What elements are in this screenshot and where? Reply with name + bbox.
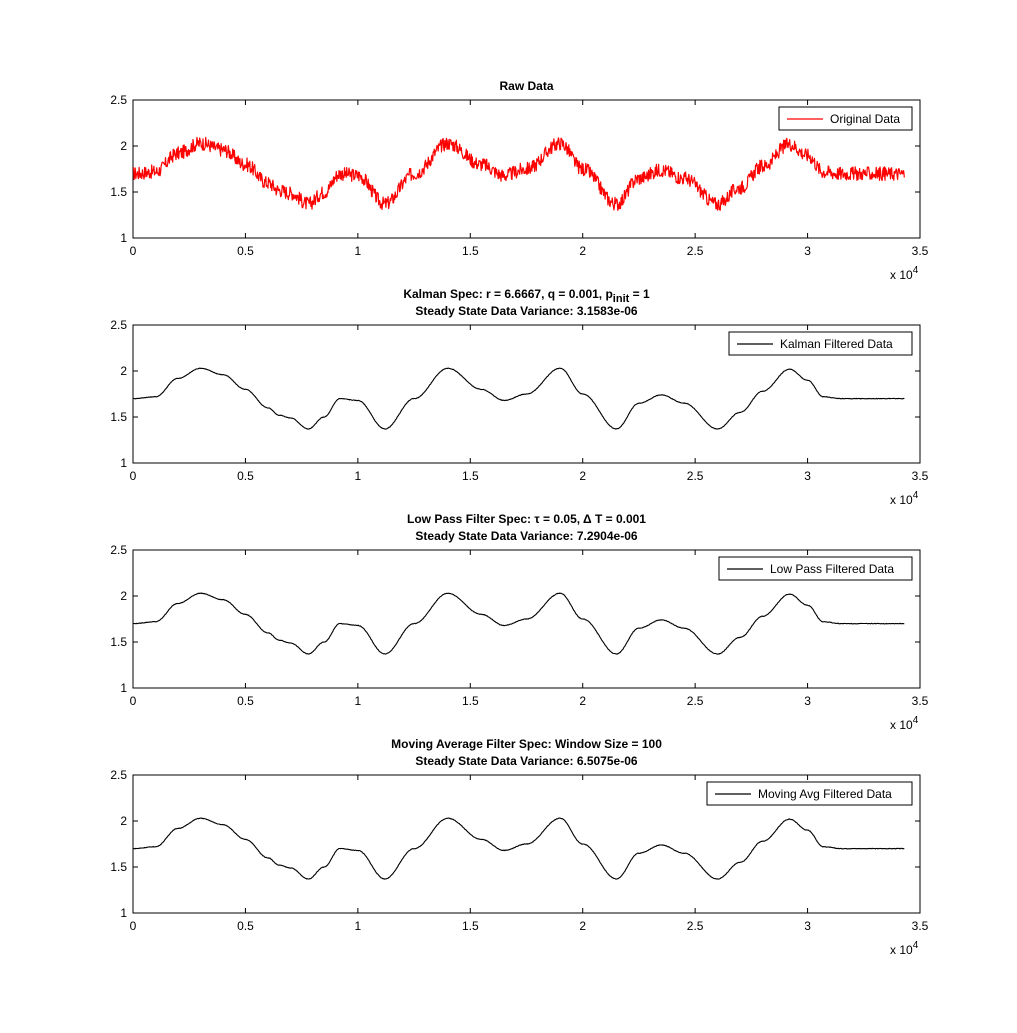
x-tick-label: 0.5 [237, 919, 254, 933]
y-tick-label: 2.5 [110, 93, 127, 107]
x-tick-label: 2 [579, 244, 586, 258]
chart-subtitle: Steady State Data Variance: 6.5075e-06 [415, 754, 637, 768]
y-tick-label: 2.5 [110, 768, 127, 782]
x-tick-label: 1.5 [462, 919, 479, 933]
x-tick-label: 2.5 [687, 919, 704, 933]
x-tick-label: 2 [579, 694, 586, 708]
y-tick-label: 2 [120, 364, 127, 378]
chart-title: Moving Average Filter Spec: Window Size … [391, 737, 662, 751]
legend-label: Low Pass Filtered Data [770, 562, 894, 576]
y-tick-label: 1.5 [110, 410, 127, 424]
x-tick-label: 3 [804, 244, 811, 258]
y-tick-label: 2 [120, 139, 127, 153]
x-tick-label: 0 [130, 244, 137, 258]
y-tick-label: 1 [120, 681, 127, 695]
x-tick-label: 2 [579, 919, 586, 933]
legend-box [706, 781, 913, 806]
y-tick-label: 1 [120, 906, 127, 920]
legend-label: Kalman Filtered Data [780, 337, 893, 351]
x-tick-label: 0.5 [237, 244, 254, 258]
x-exponent-label: x 104 [890, 490, 919, 507]
y-tick-label: 1.5 [110, 635, 127, 649]
y-tick-label: 2 [120, 589, 127, 603]
y-tick-label: 1 [120, 231, 127, 245]
series-line-1 [132, 592, 905, 655]
x-tick-label: 3 [804, 469, 811, 483]
x-tick-label: 2.5 [687, 694, 704, 708]
x-tick-label: 2.5 [687, 244, 704, 258]
subplot-2: 0 0.5 1 1.5 2 2.5 3 3.5 1 1.5 2 2.5 x 104 Kalman Spec… [110, 287, 928, 507]
y-tick-label: 1.5 [110, 185, 127, 199]
y-tick-label: 2.5 [110, 543, 127, 557]
chart-subtitle: Steady State Data Variance: 7.2904e-06 [415, 529, 637, 543]
x-tick-label: 1 [355, 244, 362, 258]
x-tick-label: 1.5 [462, 694, 479, 708]
x-tick-label: 0.5 [237, 469, 254, 483]
legend-label: Moving Avg Filtered Data [758, 787, 892, 801]
x-tick-label: 3.5 [912, 694, 929, 708]
x-tick-label: 1 [355, 919, 362, 933]
x-tick-label: 0 [130, 469, 137, 483]
x-tick-label: 2.5 [687, 469, 704, 483]
legend-box [728, 331, 913, 356]
x-tick-label: 1.5 [462, 469, 479, 483]
legend-box [718, 556, 913, 581]
x-tick-label: 3 [804, 919, 811, 933]
x-exponent-label: x 104 [890, 265, 919, 282]
subplot-1: 0 0.5 1 1.5 2 2.5 3 3.5 1 1.5 2 2.5 x 104 Raw Data Ori… [110, 79, 928, 282]
series-line-1 [133, 817, 905, 880]
x-tick-label: 3.5 [912, 919, 929, 933]
subplot-4: 0 0.5 1 1.5 2 2.5 3 3.5 1 1.5 2 2.5 x 104 Moving Aver… [110, 737, 928, 957]
series-line-1 [132, 367, 905, 430]
legend-label: Original Data [830, 112, 900, 126]
x-exponent-label: x 104 [890, 715, 919, 732]
x-tick-label: 1 [355, 469, 362, 483]
x-tick-label: 2 [579, 469, 586, 483]
x-tick-label: 0 [130, 919, 137, 933]
series-line-1 [132, 136, 905, 211]
y-tick-label: 2.5 [110, 318, 127, 332]
x-tick-label: 3.5 [912, 469, 929, 483]
y-tick-label: 1 [120, 456, 127, 470]
y-tick-label: 1.5 [110, 860, 127, 874]
x-tick-label: 3.5 [912, 244, 929, 258]
legend-box [778, 106, 913, 131]
x-tick-label: 0.5 [237, 694, 254, 708]
x-tick-label: 0 [130, 694, 137, 708]
chart-title: Kalman Spec: r = 6.6667, q = 0.001, pini… [403, 287, 650, 305]
subplot-3: 0 0.5 1 1.5 2 2.5 3 3.5 1 1.5 2 2.5 x 104 Low Pass Fi… [110, 512, 928, 732]
chart-title: Low Pass Filter Spec: τ = 0.05, Δ T = 0.… [407, 512, 646, 526]
x-tick-label: 3 [804, 694, 811, 708]
y-tick-label: 2 [120, 814, 127, 828]
chart-title: Raw Data [499, 79, 553, 93]
x-tick-label: 1 [355, 694, 362, 708]
chart-subtitle: Steady State Data Variance: 3.1583e-06 [415, 304, 637, 318]
x-exponent-label: x 104 [890, 940, 919, 957]
x-tick-label: 1.5 [462, 244, 479, 258]
